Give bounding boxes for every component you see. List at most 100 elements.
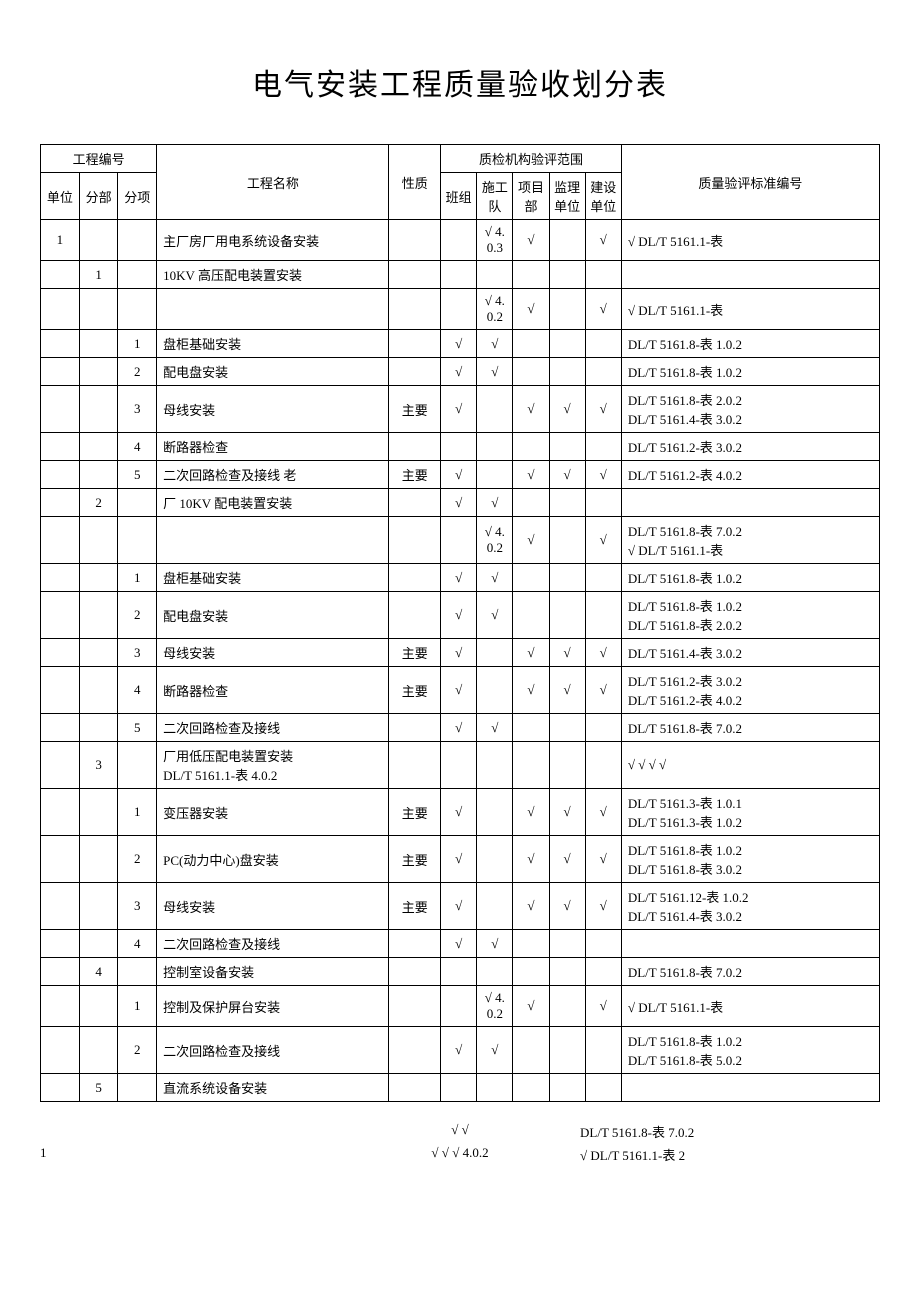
cell-part: 5 (79, 1074, 118, 1102)
cell-super: √ (549, 639, 585, 667)
cell-std: DL/T 5161.8-表 7.0.2 (621, 958, 879, 986)
cell-part (79, 714, 118, 742)
inspection-table: 工程编号 工程名称 性质 质检机构验评范围 质量验评标准编号 单位 分部 分项 … (40, 144, 880, 1102)
cell-owner (585, 930, 621, 958)
cell-super: √ (549, 386, 585, 433)
header-team: 班组 (441, 173, 477, 220)
table-row: 4断路器检查主要√√√√DL/T 5161.2-表 3.0.2DL/T 5161… (41, 667, 880, 714)
cell-team (441, 433, 477, 461)
cell-unit: 1 (41, 220, 80, 261)
cell-owner: √ (585, 461, 621, 489)
cell-owner: √ (585, 789, 621, 836)
cell-nature: 主要 (389, 836, 441, 883)
table-row: 4断路器检查DL/T 5161.2-表 3.0.2 (41, 433, 880, 461)
cell-name (157, 289, 389, 330)
cell-part (79, 986, 118, 1027)
header-scope: 质检机构验评范围 (441, 145, 622, 173)
cell-unit (41, 461, 80, 489)
cell-nature (389, 958, 441, 986)
cell-dept (513, 433, 549, 461)
cell-item (118, 742, 157, 789)
cell-std: √ DL/T 5161.1-表 (621, 220, 879, 261)
cell-super (549, 517, 585, 564)
cell-part (79, 358, 118, 386)
cell-unit (41, 930, 80, 958)
cell-part: 3 (79, 742, 118, 789)
cell-std: √ √ √ √ (621, 742, 879, 789)
table-row: 3 厂用低压配电装置安装DL/T 5161.1-表 4.0.2 √ √ √ √ (41, 742, 880, 789)
header-item: 分项 (118, 173, 157, 220)
cell-crew (477, 639, 513, 667)
cell-dept: √ (513, 461, 549, 489)
cell-owner (585, 592, 621, 639)
table-row: 1主厂房厂用电系统设备安装√ 4.0.3√√√ DL/T 5161.1-表 (41, 220, 880, 261)
cell-owner: √ (585, 220, 621, 261)
cell-dept: √ (513, 386, 549, 433)
cell-std: DL/T 5161.4-表 3.0.2 (621, 639, 879, 667)
cell-team (441, 958, 477, 986)
cell-crew: √ 4.0.3 (477, 220, 513, 261)
cell-item: 2 (118, 1027, 157, 1074)
cell-owner (585, 261, 621, 289)
cell-team: √ (441, 930, 477, 958)
cell-unit (41, 489, 80, 517)
table-row: 4控制室设备安装DL/T 5161.8-表 7.0.2 (41, 958, 880, 986)
cell-super (549, 433, 585, 461)
cell-unit (41, 958, 80, 986)
cell-dept (513, 1074, 549, 1102)
cell-std: DL/T 5161.8-表 1.0.2 (621, 358, 879, 386)
cell-std: √ DL/T 5161.1-表 (621, 289, 879, 330)
table-row: 2配电盘安装√√DL/T 5161.8-表 1.0.2DL/T 5161.8-表… (41, 592, 880, 639)
cell-super (549, 564, 585, 592)
cell-owner: √ (585, 386, 621, 433)
cell-nature (389, 986, 441, 1027)
cell-dept: √ (513, 289, 549, 330)
cell-dept (513, 742, 549, 789)
table-row: 1 10KV 高压配电装置安装 (41, 261, 880, 289)
header-nature: 性质 (389, 145, 441, 220)
cell-part (79, 930, 118, 958)
extra-left (40, 1122, 340, 1141)
cell-part: 1 (79, 261, 118, 289)
cell-crew: √ 4.0.2 (477, 986, 513, 1027)
cell-owner (585, 564, 621, 592)
cell-std (621, 930, 879, 958)
cell-nature (389, 714, 441, 742)
cell-std (621, 261, 879, 289)
cell-nature: 主要 (389, 883, 441, 930)
cell-name: 配电盘安装 (157, 592, 389, 639)
cell-name: 二次回路检查及接线 (157, 714, 389, 742)
cell-team: √ (441, 461, 477, 489)
cell-item: 3 (118, 883, 157, 930)
cell-item (118, 220, 157, 261)
cell-name: 10KV 高压配电装置安装 (157, 261, 389, 289)
cell-std: DL/T 5161.2-表 3.0.2DL/T 5161.2-表 4.0.2 (621, 667, 879, 714)
cell-nature (389, 330, 441, 358)
cell-item: 4 (118, 930, 157, 958)
cell-item: 3 (118, 386, 157, 433)
cell-team: √ (441, 789, 477, 836)
cell-team: √ (441, 836, 477, 883)
header-project-no: 工程编号 (41, 145, 157, 173)
cell-part: 4 (79, 958, 118, 986)
cell-crew (477, 836, 513, 883)
cell-super: √ (549, 836, 585, 883)
header-super: 监理单位 (549, 173, 585, 220)
cell-std (621, 489, 879, 517)
cell-item (118, 289, 157, 330)
cell-item (118, 517, 157, 564)
header-crew: 施工队 (477, 173, 513, 220)
cell-nature (389, 358, 441, 386)
cell-part (79, 1027, 118, 1074)
cell-part (79, 639, 118, 667)
cell-owner: √ (585, 517, 621, 564)
cell-std: DL/T 5161.2-表 3.0.2 (621, 433, 879, 461)
cell-team: √ (441, 639, 477, 667)
cell-team: √ (441, 883, 477, 930)
cell-team (441, 986, 477, 1027)
cell-unit (41, 386, 80, 433)
table-row: 2PC(动力中心)盘安装主要√√√√DL/T 5161.8-表 1.0.2DL/… (41, 836, 880, 883)
cell-nature (389, 261, 441, 289)
cell-name: 母线安装 (157, 386, 389, 433)
page-title: 电气安装工程质量验收划分表 (40, 60, 880, 104)
